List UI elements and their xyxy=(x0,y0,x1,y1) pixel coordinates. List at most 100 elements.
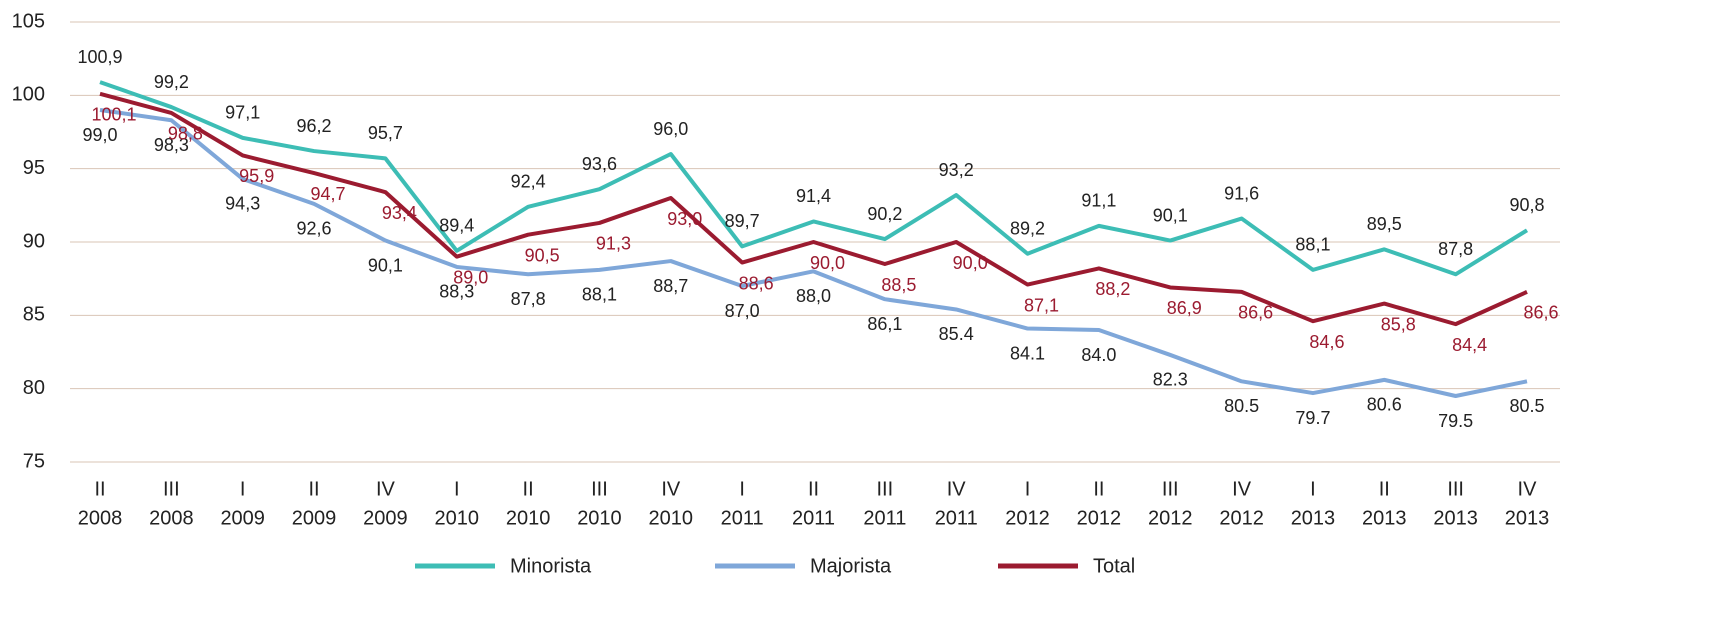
x-tick-label: 2012 xyxy=(1148,507,1193,529)
value-label: 84,6 xyxy=(1309,332,1344,352)
value-label: 80.5 xyxy=(1509,396,1544,416)
series-line xyxy=(99,108,1528,398)
value-label: 88,1 xyxy=(1295,235,1330,255)
x-tick-label: II xyxy=(808,478,819,500)
value-label: 88,1 xyxy=(582,285,617,305)
x-tick-label: III xyxy=(877,478,894,500)
x-tick-label: 2008 xyxy=(149,507,194,529)
y-tick-label: 80 xyxy=(23,377,45,399)
value-label: 88,7 xyxy=(653,276,688,296)
x-tick-label: 2013 xyxy=(1433,507,1478,529)
value-label: 87,8 xyxy=(1438,239,1473,259)
x-tick-label: 2010 xyxy=(435,507,480,529)
x-tick-label: I xyxy=(1025,478,1031,500)
y-tick-label: 105 xyxy=(12,10,45,32)
value-label: 89,0 xyxy=(453,267,488,287)
value-label: 91,4 xyxy=(796,186,831,206)
value-label: 80.5 xyxy=(1224,396,1259,416)
x-tick-label: 2013 xyxy=(1362,507,1407,529)
value-label: 88,3 xyxy=(439,282,474,302)
value-label: 90,2 xyxy=(867,204,902,224)
value-label: 97,1 xyxy=(225,103,260,123)
value-label: 96,2 xyxy=(297,116,332,136)
value-label: 95,9 xyxy=(239,166,274,186)
x-tick-label: I xyxy=(1310,478,1316,500)
value-label: 99,0 xyxy=(82,125,117,145)
y-tick-label: 85 xyxy=(23,304,45,326)
x-tick-label: IV xyxy=(1232,478,1252,500)
value-label: 84.0 xyxy=(1081,345,1116,365)
value-label: 87,8 xyxy=(511,289,546,309)
x-tick-label: 2013 xyxy=(1505,507,1550,529)
x-tick-label: 2011 xyxy=(863,507,906,529)
value-label: 91,6 xyxy=(1224,183,1259,203)
value-label: 89,7 xyxy=(725,211,760,231)
y-tick-label: 90 xyxy=(23,230,45,252)
x-tick-label: 2012 xyxy=(1219,507,1264,529)
legend-label: Minorista xyxy=(510,555,592,577)
x-tick-label: III xyxy=(1162,478,1179,500)
x-tick-label: 2011 xyxy=(792,507,835,529)
value-label: 100,9 xyxy=(77,47,122,67)
value-label: 96,0 xyxy=(653,119,688,139)
value-label: 90,1 xyxy=(368,255,403,275)
value-label: 90,5 xyxy=(525,245,560,265)
value-label: 87,0 xyxy=(725,301,760,321)
value-label: 88,0 xyxy=(796,286,831,306)
value-label: 94,3 xyxy=(225,194,260,214)
x-tick-label: 2012 xyxy=(1005,507,1050,529)
value-label: 86,1 xyxy=(867,314,902,334)
value-label: 93,4 xyxy=(382,203,417,223)
value-label: 88,2 xyxy=(1095,279,1130,299)
value-label: 87,1 xyxy=(1024,295,1059,315)
value-label: 89,4 xyxy=(439,216,474,236)
value-label: 90,0 xyxy=(810,253,845,273)
value-label: 86,6 xyxy=(1523,303,1558,323)
x-tick-label: I xyxy=(240,478,246,500)
x-tick-label: 2010 xyxy=(506,507,551,529)
value-label: 100,1 xyxy=(91,105,136,125)
y-tick-label: 75 xyxy=(23,450,45,472)
value-label: 93,0 xyxy=(667,209,702,229)
x-tick-label: IV xyxy=(1518,478,1538,500)
x-tick-label: III xyxy=(591,478,608,500)
value-label: 99,2 xyxy=(154,72,189,92)
value-label: 91,1 xyxy=(1081,191,1116,211)
value-label: 93,6 xyxy=(582,154,617,174)
value-label: 79.5 xyxy=(1438,411,1473,431)
value-label: 88,6 xyxy=(739,273,774,293)
legend-label: Majorista xyxy=(810,555,892,577)
value-label: 90,0 xyxy=(953,253,988,273)
x-tick-label: II xyxy=(523,478,534,500)
x-tick-label: 2008 xyxy=(78,507,123,529)
series-line xyxy=(99,80,1529,277)
value-label: 84,4 xyxy=(1452,335,1487,355)
x-tick-label: 2010 xyxy=(649,507,694,529)
x-tick-label: 2010 xyxy=(577,507,622,529)
value-label: 84.1 xyxy=(1010,343,1045,363)
value-label: 85,8 xyxy=(1381,314,1416,334)
value-label: 89,2 xyxy=(1010,218,1045,238)
x-tick-label: 2011 xyxy=(721,507,764,529)
value-label: 89,5 xyxy=(1367,214,1402,234)
y-tick-label: 100 xyxy=(12,84,45,106)
value-label: 92,4 xyxy=(511,172,546,192)
value-label: 91,3 xyxy=(596,234,631,254)
y-tick-label: 95 xyxy=(23,157,45,179)
x-tick-label: 2009 xyxy=(363,507,408,529)
value-label: 90,1 xyxy=(1153,205,1188,225)
legend-label: Total xyxy=(1093,555,1135,577)
value-label: 86,6 xyxy=(1238,303,1273,323)
value-label: 85.4 xyxy=(939,324,974,344)
x-tick-label: 2013 xyxy=(1291,507,1336,529)
x-tick-label: III xyxy=(1447,478,1464,500)
value-label: 88,5 xyxy=(881,275,916,295)
value-label: 95,7 xyxy=(368,123,403,143)
x-tick-label: III xyxy=(163,478,180,500)
series-line xyxy=(99,91,1528,327)
x-tick-label: I xyxy=(454,478,460,500)
x-tick-label: I xyxy=(739,478,745,500)
value-label: 94,7 xyxy=(311,184,346,204)
x-tick-label: IV xyxy=(376,478,396,500)
